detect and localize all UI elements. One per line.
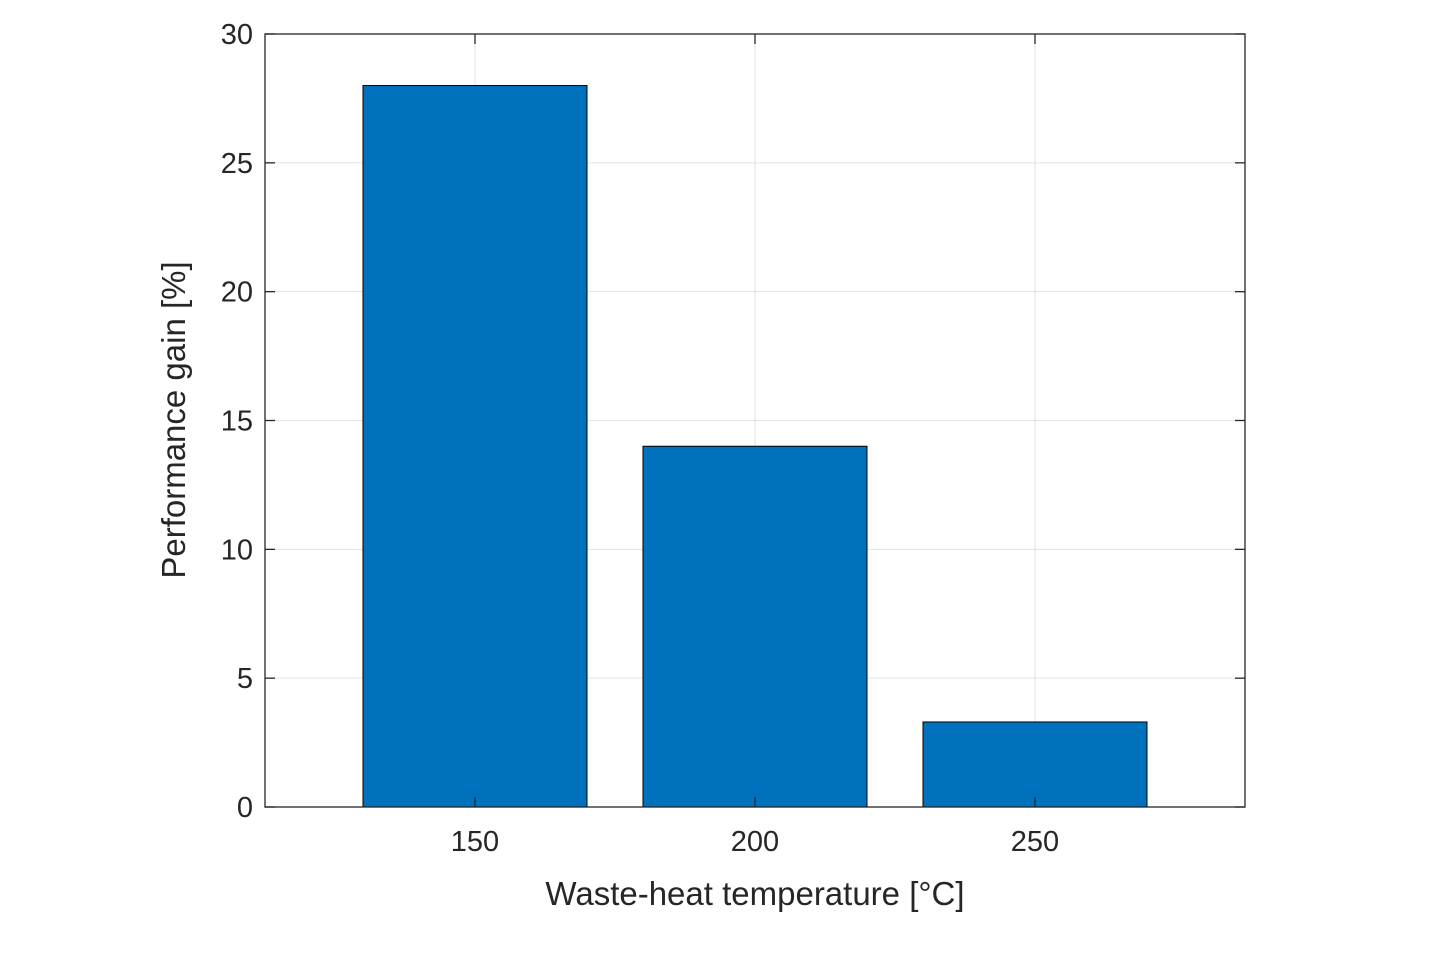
y-tick-label: 15 [221, 406, 253, 438]
x-axis-label: Waste-heat temperature [°C] [545, 875, 964, 912]
bar-250 [922, 721, 1148, 808]
y-axis-label: Performance gain [%] [155, 261, 192, 578]
ticks: 0 5 10 15 20 25 30 150 200 250 [221, 19, 1245, 858]
x-tick-label: 150 [451, 826, 499, 858]
y-tick-label: 30 [221, 19, 253, 51]
y-tick-label: 0 [237, 792, 253, 824]
bar-200 [642, 445, 868, 808]
y-tick-label: 5 [237, 663, 253, 695]
x-tick-label: 250 [1011, 826, 1059, 858]
y-tick-label: 10 [221, 534, 253, 566]
y-tick-label: 20 [221, 277, 253, 309]
y-tick-label: 25 [221, 148, 253, 180]
bar-150 [362, 85, 588, 808]
x-tick-label: 200 [731, 826, 779, 858]
